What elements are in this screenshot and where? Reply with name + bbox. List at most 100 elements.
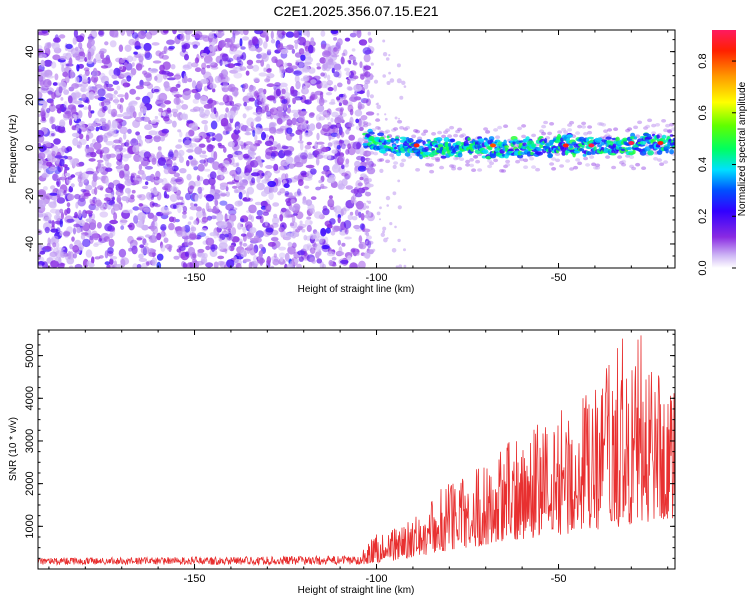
heatmap-cell — [144, 165, 153, 170]
heatmap-cell — [644, 146, 651, 152]
heatmap-cell — [354, 109, 363, 117]
heatmap-cell — [331, 67, 335, 74]
snr-frame — [37, 329, 676, 570]
heatmap-cell — [188, 241, 194, 246]
heatmap-cell — [225, 203, 235, 211]
heatmap-cell — [280, 207, 287, 213]
heatmap-cell — [75, 162, 82, 167]
heatmap-cell — [194, 146, 203, 155]
heatmap-cell — [129, 88, 137, 95]
heatmap-cell — [333, 163, 338, 170]
heatmap-cell — [79, 219, 86, 227]
heatmap-cell — [377, 132, 385, 137]
heatmap-cell — [110, 30, 119, 38]
heatmap-cell — [251, 36, 259, 45]
heatmap-cell — [526, 151, 532, 157]
heatmap-cell — [111, 144, 118, 149]
heatmap-cell — [51, 42, 60, 50]
heatmap-cell — [208, 177, 216, 186]
heatmap-cell — [329, 218, 336, 225]
heatmap-cell — [363, 123, 369, 128]
heatmap-cell — [389, 78, 395, 83]
heatmap-cell — [124, 92, 129, 100]
heatmap-cell — [208, 137, 213, 141]
heatmap-cell — [316, 132, 320, 141]
heatmap-cell — [166, 39, 175, 45]
heatmap-cell — [104, 261, 111, 266]
heatmap-cell — [247, 151, 257, 156]
heatmap-cell — [477, 138, 485, 142]
heatmap-cell — [182, 214, 187, 219]
heatmap-cell — [54, 250, 64, 259]
heatmap-peak — [413, 143, 420, 148]
heatmap-cell — [153, 135, 162, 143]
heatmap-cell — [253, 254, 258, 263]
heatmap-cell — [193, 136, 201, 140]
heatmap-cell — [326, 112, 331, 121]
heatmap-cell — [300, 54, 306, 61]
heatmap-cell — [281, 99, 288, 104]
heatmap-cell — [209, 249, 218, 257]
heatmap-cell — [611, 165, 617, 170]
heatmap-cell — [73, 115, 81, 120]
heatmap-cell — [360, 213, 365, 221]
heatmap-cell — [364, 79, 371, 85]
heatmap-cell — [155, 73, 163, 83]
heatmap-cell — [77, 175, 82, 183]
heatmap-cell — [156, 232, 162, 241]
heatmap-cell — [179, 113, 187, 119]
heatmap-cell — [395, 139, 399, 144]
heatmap-cell — [338, 155, 345, 163]
heatmap-cell — [631, 166, 637, 171]
heatmap-cell — [130, 172, 137, 177]
heatmap-cell — [239, 179, 248, 187]
heatmap-cell — [102, 123, 111, 132]
heatmap-cell — [341, 52, 346, 57]
heatmap-cell — [449, 125, 455, 130]
heatmap-cell — [415, 168, 421, 172]
heatmap-cell — [589, 155, 595, 159]
heatmap-cell — [73, 92, 81, 99]
heatmap-cell — [378, 142, 383, 146]
heatmap-cell — [283, 103, 287, 111]
heatmap-cell — [388, 54, 391, 57]
heatmap-cell — [319, 238, 326, 245]
heatmap-cell — [156, 211, 164, 217]
heatmap-cell — [68, 57, 73, 66]
heatmap-cell — [461, 133, 467, 137]
heatmap-cell — [332, 155, 337, 160]
heatmap-cell — [653, 157, 659, 161]
heatmap-cell — [271, 141, 278, 146]
heatmap-cell — [379, 218, 381, 221]
heatmap-cell — [63, 89, 70, 95]
x-tick-label: -150 — [184, 272, 206, 284]
heatmap-cell — [112, 80, 120, 85]
heatmap-cell — [54, 73, 59, 81]
heatmap-cell — [64, 75, 70, 84]
heatmap-cell — [80, 87, 88, 93]
heatmap-cell — [515, 159, 521, 164]
heatmap-cell — [368, 37, 373, 44]
heatmap-cell — [265, 227, 274, 233]
heatmap-cell — [189, 205, 198, 211]
heatmap-cell — [382, 226, 387, 231]
heatmap-cell — [360, 173, 367, 178]
heatmap-cell — [485, 129, 491, 134]
heatmap-x-axis: -150 -100 -50 — [48, 30, 669, 284]
heatmap-cell — [264, 140, 274, 147]
heatmap-cell — [212, 88, 216, 93]
heatmap-cell — [211, 30, 216, 33]
heatmap-cell — [291, 48, 296, 54]
heatmap-cell — [295, 211, 304, 220]
heatmap-cell — [293, 30, 300, 39]
heatmap-cell — [49, 116, 54, 125]
heatmap-cell — [197, 163, 205, 172]
heatmap-cell — [85, 170, 95, 175]
heatmap-cell — [74, 263, 83, 268]
heatmap-cell — [41, 173, 48, 178]
heatmap-cell — [251, 177, 256, 184]
heatmap-cell — [401, 158, 407, 163]
heatmap-cell — [119, 104, 124, 113]
heatmap-cell — [177, 30, 186, 34]
heatmap-cell — [239, 241, 243, 247]
